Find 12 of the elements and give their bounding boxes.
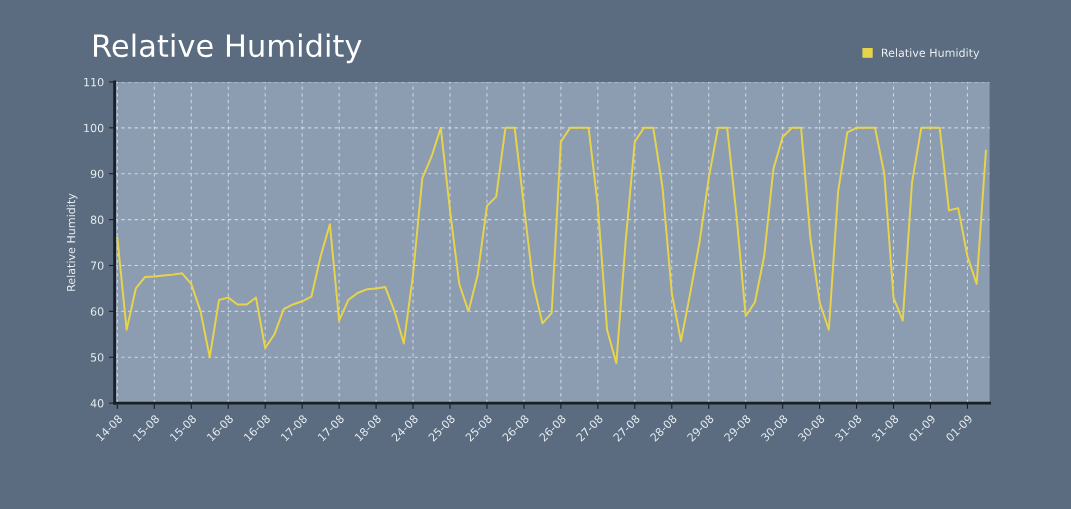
y-tick-label: 110: [84, 77, 104, 87]
y-axis-title: Relative Humidity: [66, 193, 78, 291]
y-tick-label: 40: [90, 399, 104, 408]
y-tick-label: 60: [90, 307, 104, 316]
legend-label: Relative Humidity: [881, 48, 980, 60]
y-tick-label: 100: [84, 123, 104, 133]
line-series: [116, 126, 987, 365]
y-tick-label: 70: [90, 261, 104, 270]
y-tick-label: 50: [90, 353, 104, 362]
chart-title: Relative Humidity: [94, 33, 362, 64]
y-tick-label: 80: [90, 215, 104, 224]
y-tick-label: 90: [90, 169, 104, 179]
